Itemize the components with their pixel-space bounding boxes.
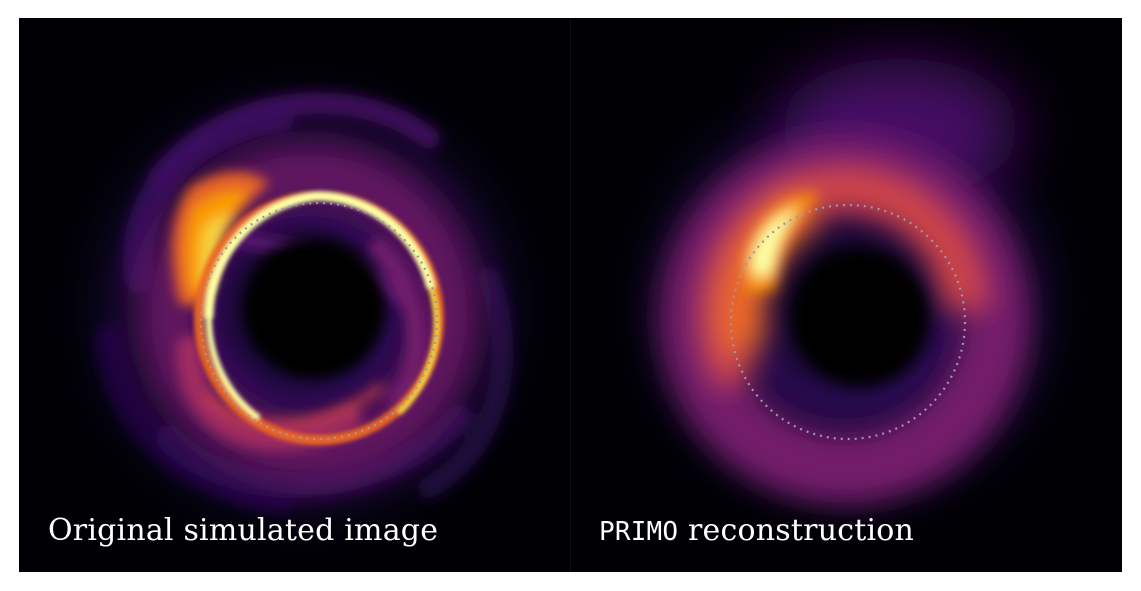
primo-reconstruction-render	[600, 53, 1100, 553]
ring-guide-circle	[199, 201, 439, 441]
reconstruction-label: reconstruction	[678, 513, 915, 548]
primo-label: PRIMO	[599, 517, 679, 547]
ring-guide-circle	[729, 203, 967, 441]
primo-reconstruction-caption: PRIMO reconstruction	[599, 513, 914, 548]
original-image-render	[44, 48, 564, 568]
primo-reconstruction-panel: PRIMO reconstruction	[570, 18, 1122, 572]
original-image-panel: Original simulated image	[19, 18, 571, 572]
panel-divider	[570, 18, 571, 572]
original-image-caption: Original simulated image	[48, 513, 439, 548]
